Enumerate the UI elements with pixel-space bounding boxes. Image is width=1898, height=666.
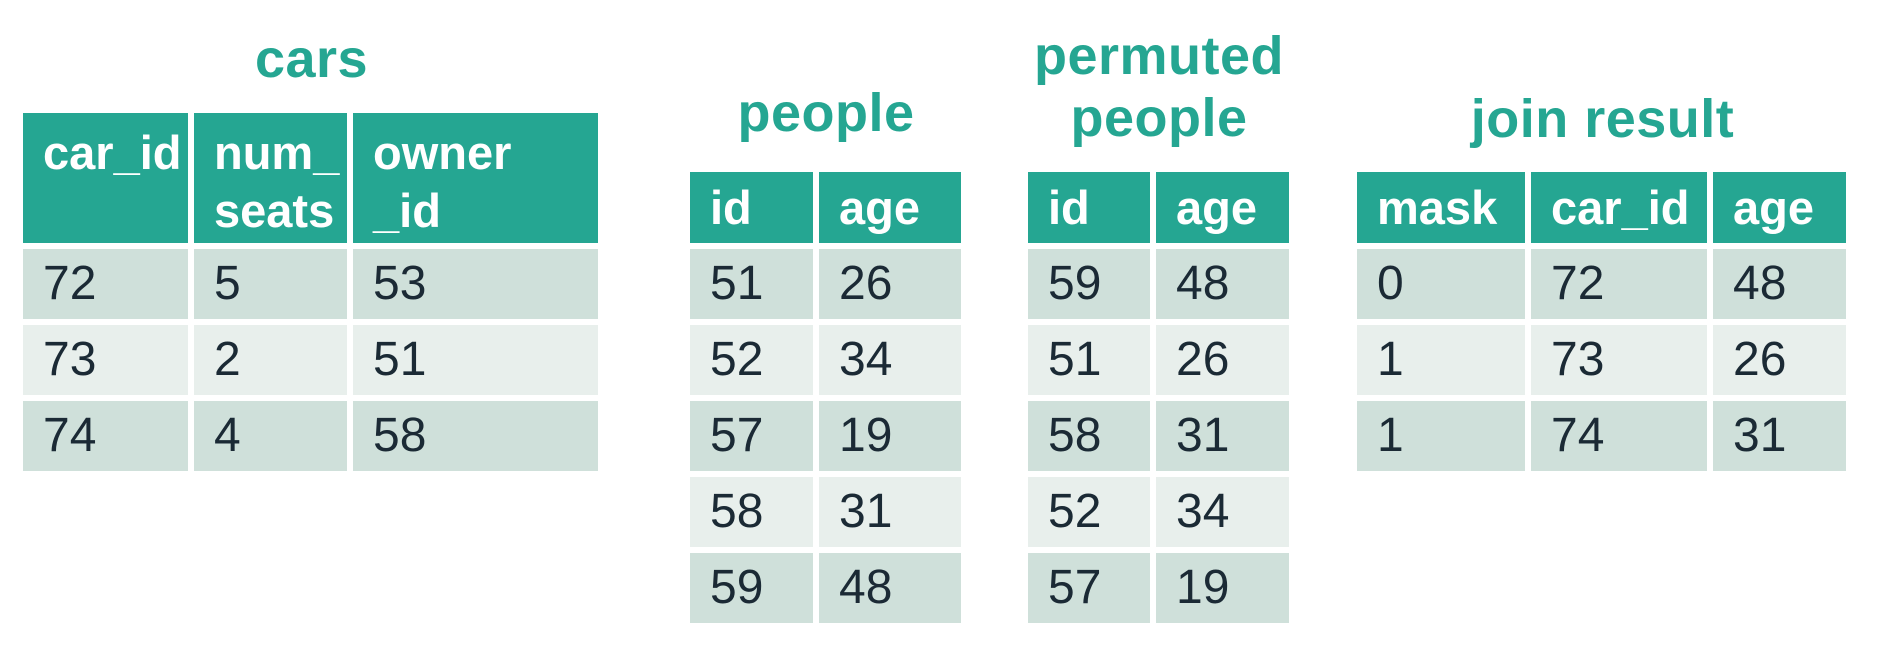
join-result-table-title: join result <box>1470 89 1735 149</box>
people-cell-r4-age: 48 <box>819 553 961 623</box>
join-result-table: mask car_id age 0 72 48 1 73 26 1 74 31 <box>1357 172 1846 471</box>
permuted-people-table-title: permuted people <box>1033 26 1285 148</box>
cars-cell-r1-num-seats: 2 <box>194 325 347 395</box>
people-col-header-age: age <box>819 172 961 243</box>
people-cell-r0-id: 51 <box>690 249 813 319</box>
cars-col-header-num-seats: num_ seats <box>194 113 347 243</box>
cars-cell-r2-num-seats: 4 <box>194 401 347 471</box>
permuted-people-col-header-age: age <box>1156 172 1289 243</box>
cars-table-title: cars <box>254 29 369 89</box>
cars-col-header-car-id: car_id <box>23 113 188 243</box>
cars-cell-r0-car-id: 72 <box>23 249 188 319</box>
join-result-cell-r0-age: 48 <box>1713 249 1846 319</box>
permuted-people-cell-r3-age: 34 <box>1156 477 1289 547</box>
join-result-col-header-age: age <box>1713 172 1846 243</box>
join-result-cell-r0-mask: 0 <box>1357 249 1525 319</box>
join-result-cell-r1-age: 26 <box>1713 325 1846 395</box>
cars-cell-r1-owner-id: 51 <box>353 325 598 395</box>
permuted-people-cell-r1-id: 51 <box>1028 325 1150 395</box>
cars-cell-r0-owner-id: 53 <box>353 249 598 319</box>
permuted-people-cell-r1-age: 26 <box>1156 325 1289 395</box>
people-cell-r3-id: 58 <box>690 477 813 547</box>
permuted-people-cell-r2-age: 31 <box>1156 401 1289 471</box>
permuted-people-cell-r2-id: 58 <box>1028 401 1150 471</box>
permuted-people-cell-r0-age: 48 <box>1156 249 1289 319</box>
join-result-cell-r2-mask: 1 <box>1357 401 1525 471</box>
people-table: id age 51 26 52 34 57 19 58 31 59 48 <box>690 172 961 623</box>
permuted-people-cell-r0-id: 59 <box>1028 249 1150 319</box>
cars-cell-r2-car-id: 74 <box>23 401 188 471</box>
permuted-people-cell-r3-id: 52 <box>1028 477 1150 547</box>
cars-cell-r2-owner-id: 58 <box>353 401 598 471</box>
people-cell-r1-age: 34 <box>819 325 961 395</box>
people-cell-r3-age: 31 <box>819 477 961 547</box>
join-result-col-header-mask: mask <box>1357 172 1525 243</box>
people-col-header-id: id <box>690 172 813 243</box>
people-cell-r4-id: 59 <box>690 553 813 623</box>
permuted-people-cell-r4-age: 19 <box>1156 553 1289 623</box>
cars-col-header-owner-id: owner _id <box>353 113 598 243</box>
cars-table: car_id num_ seats owner _id 72 5 53 73 2… <box>23 113 598 471</box>
people-cell-r0-age: 26 <box>819 249 961 319</box>
join-result-col-header-car-id: car_id <box>1531 172 1707 243</box>
join-result-cell-r1-car-id: 73 <box>1531 325 1707 395</box>
join-result-cell-r1-mask: 1 <box>1357 325 1525 395</box>
join-result-cell-r2-car-id: 74 <box>1531 401 1707 471</box>
people-cell-r2-id: 57 <box>690 401 813 471</box>
join-result-cell-r2-age: 31 <box>1713 401 1846 471</box>
people-cell-r2-age: 19 <box>819 401 961 471</box>
permuted-people-table: id age 59 48 51 26 58 31 52 34 57 19 <box>1028 172 1289 623</box>
join-result-cell-r0-car-id: 72 <box>1531 249 1707 319</box>
people-table-title: people <box>737 83 915 143</box>
permuted-people-cell-r4-id: 57 <box>1028 553 1150 623</box>
cars-cell-r1-car-id: 73 <box>23 325 188 395</box>
cars-cell-r0-num-seats: 5 <box>194 249 347 319</box>
permuted-people-col-header-id: id <box>1028 172 1150 243</box>
people-cell-r1-id: 52 <box>690 325 813 395</box>
